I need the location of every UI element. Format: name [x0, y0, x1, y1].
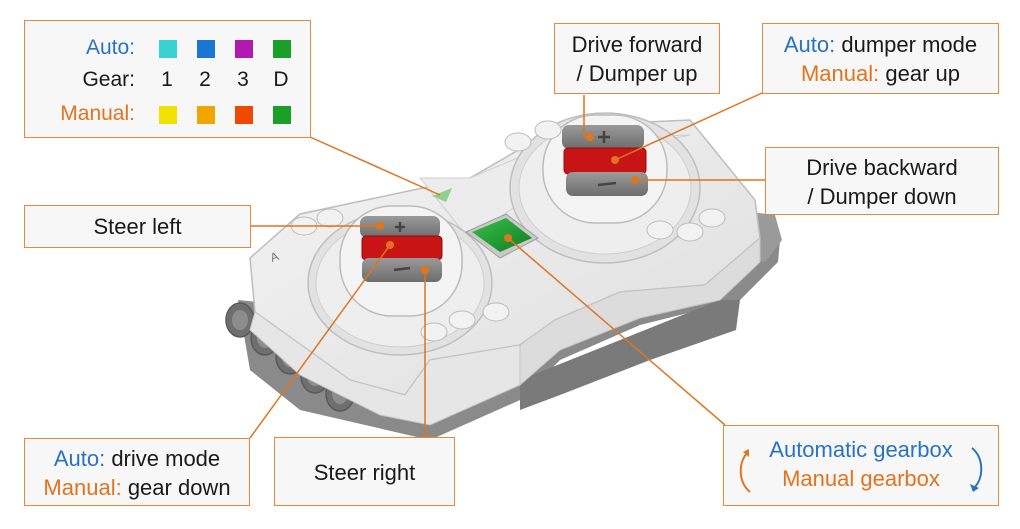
left-stop-button[interactable] [361, 235, 443, 261]
legend-gear-row: Gear: 1 2 3 D [25, 65, 310, 95]
left-plus-button[interactable] [360, 216, 440, 238]
manual-gearbox-text: Manual gearbox [782, 466, 940, 491]
manual-gear-1-swatch [159, 106, 177, 124]
manual-gear-d-swatch [273, 106, 291, 124]
drive-backward-line2: / Dumper down [807, 184, 957, 209]
legend-auto-label: Auto: [85, 36, 135, 59]
auto-label: Auto: [53, 446, 106, 471]
gear-number: 3 [237, 68, 249, 91]
drive-backward-line1: Drive backward [806, 155, 958, 180]
steer-right-callout: Steer right [274, 437, 455, 506]
legend-gear-label: Gear: [82, 68, 135, 91]
auto-gear-d-swatch [273, 40, 291, 58]
manual-label: Manual: [800, 61, 880, 86]
left-minus-button[interactable] [362, 258, 442, 282]
dumper-mode-auto-line: Auto: dumper mode [763, 30, 998, 59]
gearbox-callout: Automatic gearbox Manual gearbox [723, 425, 999, 506]
gear-number: D [273, 68, 289, 91]
dumper-mode-callout: Auto: dumper mode Manual: gear up [762, 23, 999, 94]
drive-mode-text: drive mode [105, 446, 221, 471]
dumper-mode-manual-line: Manual: gear up [763, 59, 998, 88]
auto-gear-1-swatch [159, 40, 177, 58]
steer-left-text: Steer left [93, 214, 182, 239]
drive-forward-line1: Drive forward [571, 32, 703, 57]
steer-right-text: Steer right [313, 460, 416, 485]
green-mode-button[interactable] [465, 213, 539, 259]
legend-manual-label: Manual: [60, 102, 135, 125]
right-minus-button[interactable] [566, 172, 648, 196]
cycle-arrow-down-icon [970, 447, 983, 492]
drive-mode-callout: Auto: drive mode Manual: gear down [24, 438, 250, 506]
auto-label: Auto: [783, 32, 836, 57]
gear-up-text: gear up [879, 61, 960, 86]
automatic-gearbox-text: Automatic gearbox [769, 437, 953, 462]
auto-gear-3-swatch [235, 40, 253, 58]
drive-backward-callout: Drive backward / Dumper down [765, 147, 999, 215]
steer-left-callout: Steer left [24, 205, 251, 248]
studs [290, 120, 726, 342]
gear-down-text: gear down [121, 475, 231, 500]
cycle-arrow-up-icon [739, 449, 751, 493]
manual-label: Manual: [43, 475, 122, 500]
gear-number: 1 [161, 68, 173, 91]
manual-gear-2-swatch [197, 106, 215, 124]
legend-auto-row: Auto: [25, 33, 310, 63]
legend-manual-row: Manual: [25, 99, 310, 129]
gear-number: 2 [199, 68, 211, 91]
right-plus-button[interactable] [562, 125, 644, 149]
manual-gear-3-swatch [235, 106, 253, 124]
drive-mode-auto-line: Auto: drive mode [25, 444, 249, 473]
drive-forward-callout: Drive forward / Dumper up [554, 23, 720, 94]
dumper-mode-text: dumper mode [835, 32, 978, 57]
drive-forward-line2: / Dumper up [576, 61, 698, 86]
drive-mode-manual-line: Manual: gear down [25, 473, 249, 502]
auto-gear-2-swatch [197, 40, 215, 58]
gear-color-legend: Auto: Gear: 1 2 3 D Manual: [24, 20, 311, 138]
leader-lines [249, 92, 765, 439]
